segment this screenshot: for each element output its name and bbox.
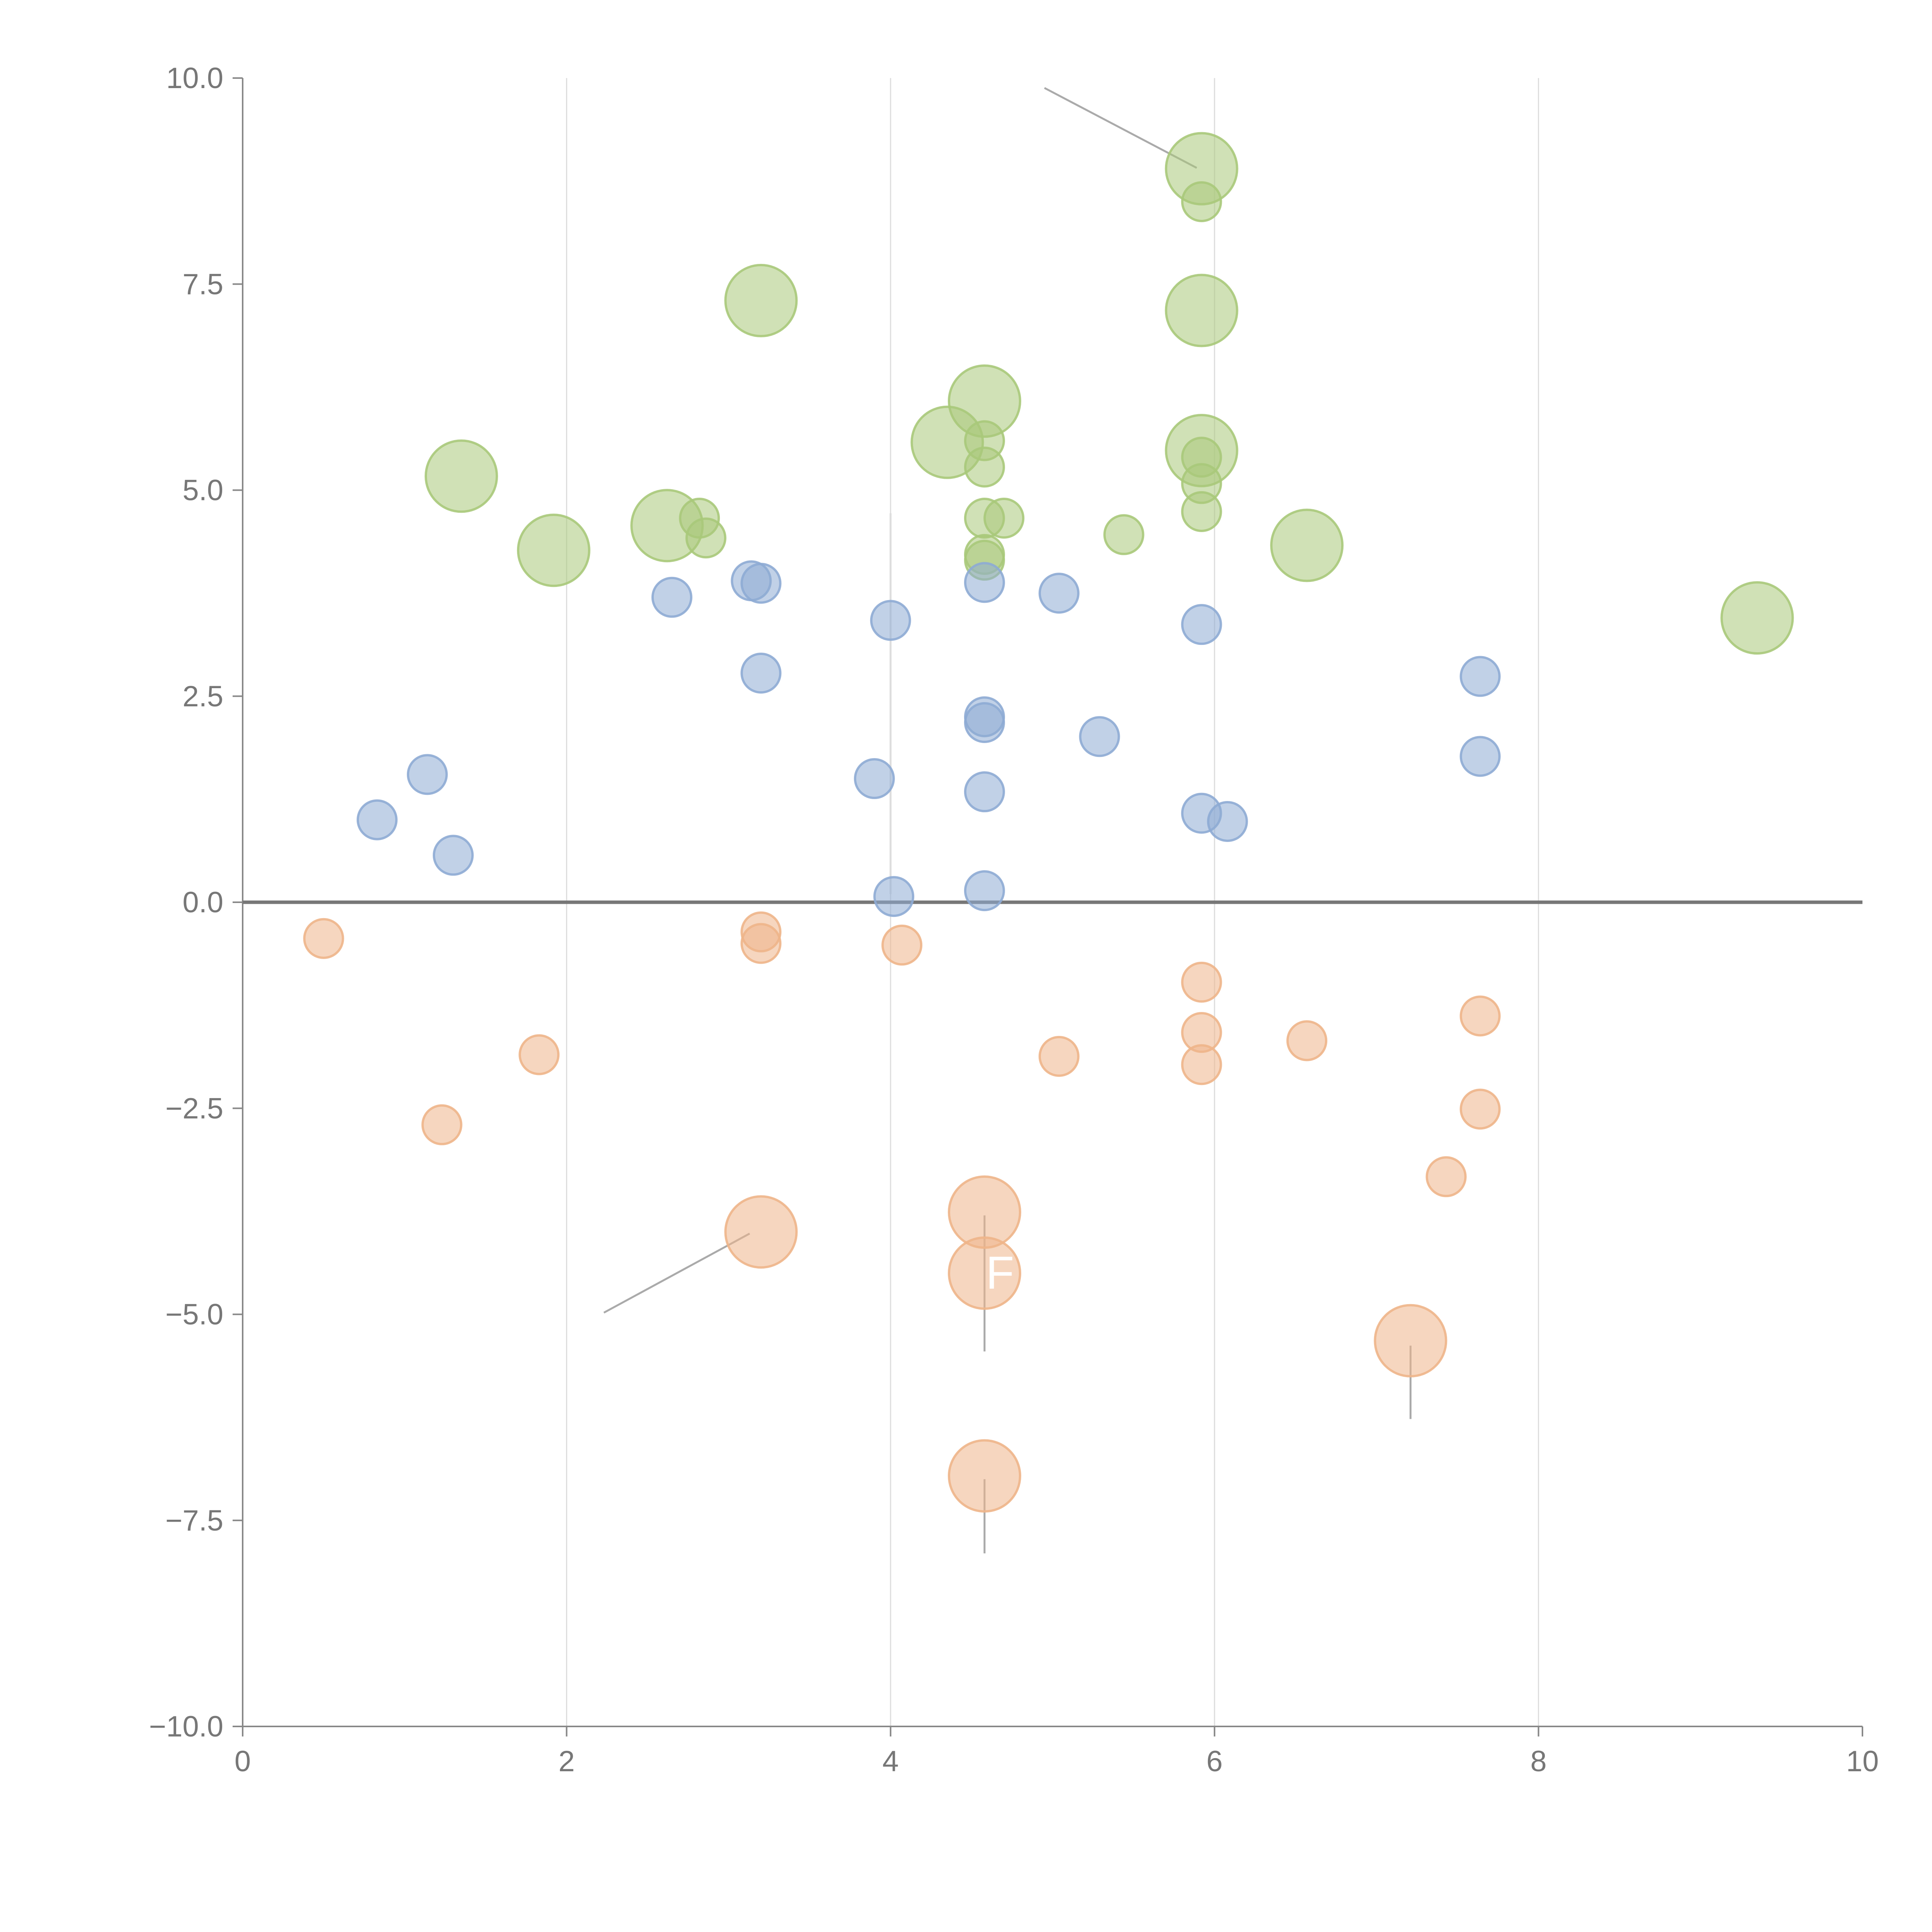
blue-bubble (964, 771, 1005, 813)
y-tick-label: −2.5 (165, 1092, 223, 1125)
x-tick-label: 8 (1530, 1745, 1546, 1778)
blue-bubble (870, 600, 911, 641)
green-bubble (724, 264, 798, 337)
y-tick-label: 5.0 (182, 474, 223, 507)
annotation-leaders (603, 87, 1412, 1554)
green-bubble (1165, 274, 1238, 347)
green-bubble (685, 517, 726, 559)
x-tick-label: 6 (1206, 1745, 1223, 1778)
y-tick-label: 0.0 (182, 886, 223, 919)
blue-bubble (651, 577, 692, 618)
orange-bubble (724, 1195, 798, 1269)
orange-bubble (1038, 1036, 1080, 1077)
orange-bubble (740, 923, 782, 964)
bubble-labels: F (986, 1247, 1014, 1299)
blue-bubble (740, 563, 782, 604)
orange-bubble (1286, 1020, 1328, 1061)
orange-bubble (303, 918, 344, 959)
annotation-leader-line (603, 1233, 750, 1314)
y-tick-label: −10.0 (149, 1710, 223, 1743)
bubbles (303, 132, 1794, 1513)
green-bubble (424, 439, 498, 513)
blue-bubble (854, 758, 895, 799)
blue-bubble (1207, 801, 1248, 842)
orange-bubble (1459, 995, 1501, 1037)
green-bubble (517, 514, 590, 587)
green-bubble (1181, 181, 1222, 222)
blue-bubble (873, 876, 915, 917)
blue-bubble (964, 562, 1005, 603)
x-tick-label: 0 (235, 1745, 251, 1778)
blue-bubble (740, 653, 782, 694)
green-bubble (1270, 509, 1344, 582)
green-bubble (1181, 491, 1222, 532)
green-bubble (1103, 514, 1145, 555)
y-tick-label: 7.5 (182, 268, 223, 301)
y-tick-label: −7.5 (165, 1504, 223, 1537)
x-tick-label: 4 (883, 1745, 899, 1778)
y-tick-label: −5.0 (165, 1298, 223, 1331)
blue-bubble (1079, 716, 1120, 757)
blue-bubble (432, 835, 474, 876)
orange-bubble (881, 924, 923, 966)
green-bubble (983, 498, 1025, 539)
bubble-label: F (986, 1247, 1014, 1299)
blue-bubble (964, 870, 1005, 912)
orange-bubble (947, 1439, 1021, 1513)
orange-bubble (1374, 1304, 1447, 1378)
blue-bubble (1459, 656, 1501, 697)
orange-bubble (1425, 1156, 1467, 1197)
orange-bubble (1181, 961, 1222, 1003)
blue-bubble (964, 702, 1005, 743)
blue-bubble (406, 754, 448, 795)
orange-bubble (947, 1236, 1021, 1310)
orange-bubble (519, 1034, 560, 1075)
blue-bubble (1038, 573, 1080, 614)
y-tick-label: 10.0 (166, 62, 223, 95)
orange-bubble (421, 1104, 463, 1145)
green-bubble (964, 446, 1005, 488)
x-tick-label: 10 (1846, 1745, 1879, 1778)
blue-bubble (1459, 736, 1501, 777)
blue-bubble (1181, 604, 1222, 645)
green-bubble (1720, 581, 1794, 655)
blue-bubble (356, 799, 398, 840)
axes: −10.0 −7.5 −5.0 −2.5 0.0 2.5 5.0 7.5 10.0 0 2 4 6 8 10 (149, 62, 1879, 1778)
y-tick-label: 2.5 (182, 680, 223, 713)
x-tick-label: 2 (558, 1745, 575, 1778)
orange-bubble (1459, 1088, 1501, 1130)
orange-bubble (1181, 1044, 1222, 1085)
